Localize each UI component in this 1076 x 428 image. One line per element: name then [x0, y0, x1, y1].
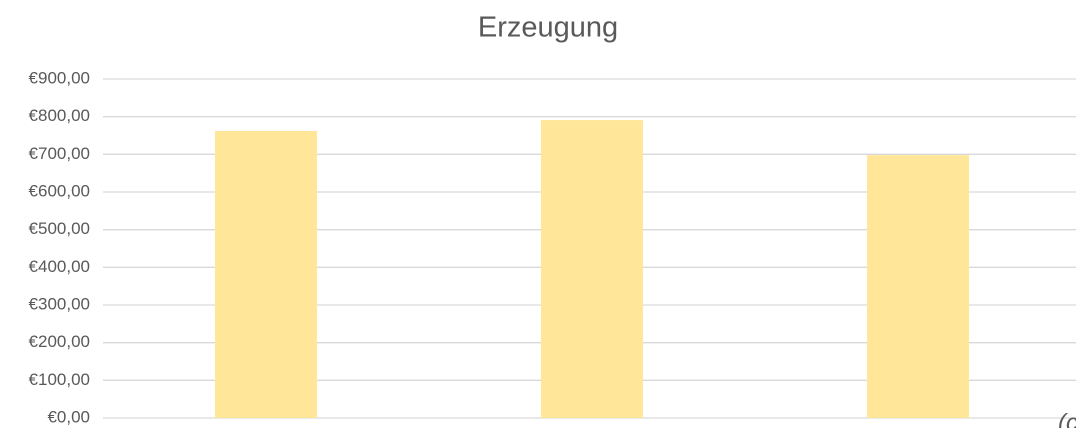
y-tick-label: €500,00 — [29, 219, 90, 238]
chart-title: Erzeugung — [478, 12, 618, 44]
bar — [867, 155, 969, 418]
bar — [215, 130, 317, 419]
y-tick-label: €700,00 — [29, 144, 90, 163]
y-tick-label: €600,00 — [29, 181, 90, 200]
y-tick-label: €200,00 — [29, 332, 90, 351]
y-tick-label: €100,00 — [29, 370, 90, 389]
annotation: (c — [1058, 409, 1076, 428]
y-tick-label: €0,00 — [47, 407, 90, 426]
y-tick-label: €400,00 — [29, 257, 90, 276]
y-tick-label: €300,00 — [29, 294, 90, 313]
y-tick-label: €800,00 — [29, 106, 90, 125]
bar — [541, 120, 643, 418]
y-tick-label: €900,00 — [29, 68, 90, 87]
